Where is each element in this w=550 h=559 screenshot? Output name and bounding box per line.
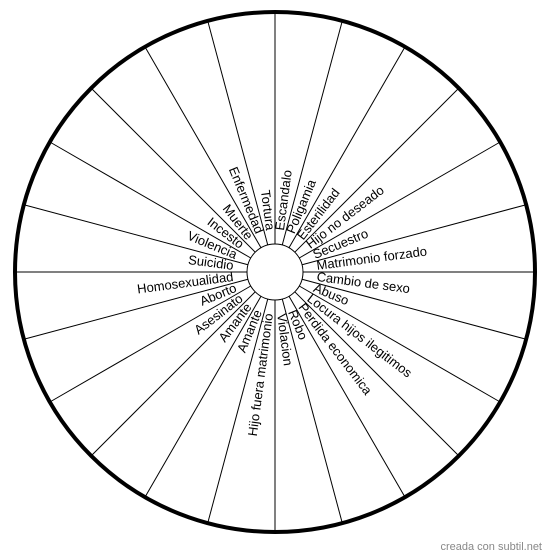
footer-credit: creada con subtil.net [440,541,542,553]
inner-circle [247,244,303,300]
radial-wheel-chart: EscandaloPoligamiaEsterilidadHijo no des… [0,0,550,559]
